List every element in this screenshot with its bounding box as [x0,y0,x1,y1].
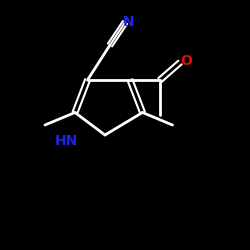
Text: HN: HN [54,134,78,148]
Text: N: N [123,16,134,30]
Text: O: O [180,54,192,68]
